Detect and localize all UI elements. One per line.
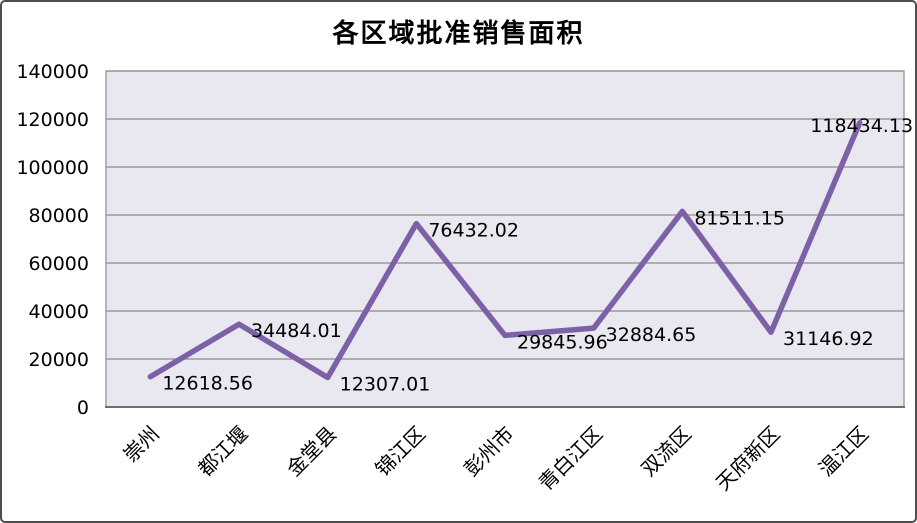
y-axis-tick-label: 100000 xyxy=(16,157,89,179)
y-axis-tick-label: 120000 xyxy=(16,109,89,131)
y-axis-tick-label: 40000 xyxy=(29,301,89,323)
x-axis-category-label: 双流区 xyxy=(636,422,695,481)
x-axis-category-label: 温江区 xyxy=(814,422,873,481)
y-axis-tick-label: 20000 xyxy=(29,349,89,371)
data-point-label: 32884.65 xyxy=(606,324,697,346)
y-axis-tick-label: 140000 xyxy=(16,61,89,83)
data-point-label: 34484.01 xyxy=(251,320,342,342)
data-point-label: 118434.13 xyxy=(810,115,913,137)
data-point-label: 31146.92 xyxy=(783,328,874,350)
series-line xyxy=(147,120,863,381)
x-axis-category-label: 锦江区 xyxy=(370,422,429,481)
y-axis-tick-label: 60000 xyxy=(29,253,89,275)
plot-area xyxy=(106,71,904,407)
x-axis-category-label: 崇州 xyxy=(119,422,164,467)
data-point-label: 76432.02 xyxy=(428,220,519,242)
data-point-label: 12618.56 xyxy=(162,373,253,395)
x-axis-category-label: 都江堰 xyxy=(193,422,252,481)
chart-title: 各区域批准销售面积 xyxy=(332,19,585,49)
y-axis-tick-label: 0 xyxy=(77,397,89,419)
y-axis-tick-label: 80000 xyxy=(29,205,89,227)
data-point-label: 12307.01 xyxy=(340,373,431,395)
data-point-label: 81511.15 xyxy=(694,207,785,229)
x-axis-category-label: 天府新区 xyxy=(711,422,785,496)
data-point-label: 29845.96 xyxy=(517,331,608,353)
x-axis-category-label: 彭州市 xyxy=(459,422,518,481)
x-axis-category-label: 青白江区 xyxy=(534,422,608,496)
x-axis-category-label: 金堂县 xyxy=(282,422,341,481)
